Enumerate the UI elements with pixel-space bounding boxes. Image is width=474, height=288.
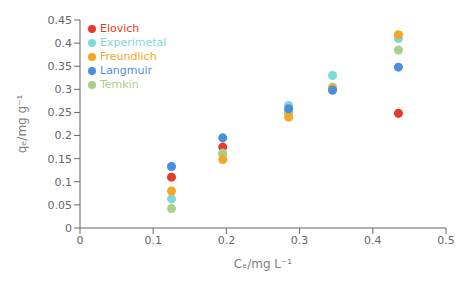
svg-text:0.2: 0.2 xyxy=(55,129,73,142)
svg-text:0.35: 0.35 xyxy=(48,60,73,73)
svg-text:0.1: 0.1 xyxy=(144,234,162,247)
html-text:Experimetal: Experimetal xyxy=(100,36,167,49)
svg-text:0.1: 0.1 xyxy=(55,176,73,189)
svg-text:0.05: 0.05 xyxy=(48,199,73,212)
svg-text:0: 0 xyxy=(65,222,72,235)
svg-text:0.5: 0.5 xyxy=(437,234,455,247)
html-text:Temkin: Temkin xyxy=(100,78,139,91)
svg-text:0.3: 0.3 xyxy=(55,83,73,96)
html-text:Elovich: Elovich xyxy=(100,22,140,35)
svg-text:0.2: 0.2 xyxy=(218,234,236,247)
svg-text:0.4: 0.4 xyxy=(55,37,73,50)
svg-text:qₑ/mg g⁻¹: qₑ/mg g⁻¹ xyxy=(15,95,29,154)
svg-text:0.15: 0.15 xyxy=(48,153,73,166)
html-text:Freundlich: Freundlich xyxy=(100,50,157,63)
html-text:Langmuir: Langmuir xyxy=(100,64,153,77)
svg-text:0.45: 0.45 xyxy=(48,14,73,27)
svg-text:0.25: 0.25 xyxy=(48,106,73,119)
svg-text:0.3: 0.3 xyxy=(291,234,309,247)
svg-text:0.4: 0.4 xyxy=(364,234,382,247)
svg-text:0: 0 xyxy=(77,234,84,247)
svg-text:Cₑ/mg L⁻¹: Cₑ/mg L⁻¹ xyxy=(234,257,293,271)
